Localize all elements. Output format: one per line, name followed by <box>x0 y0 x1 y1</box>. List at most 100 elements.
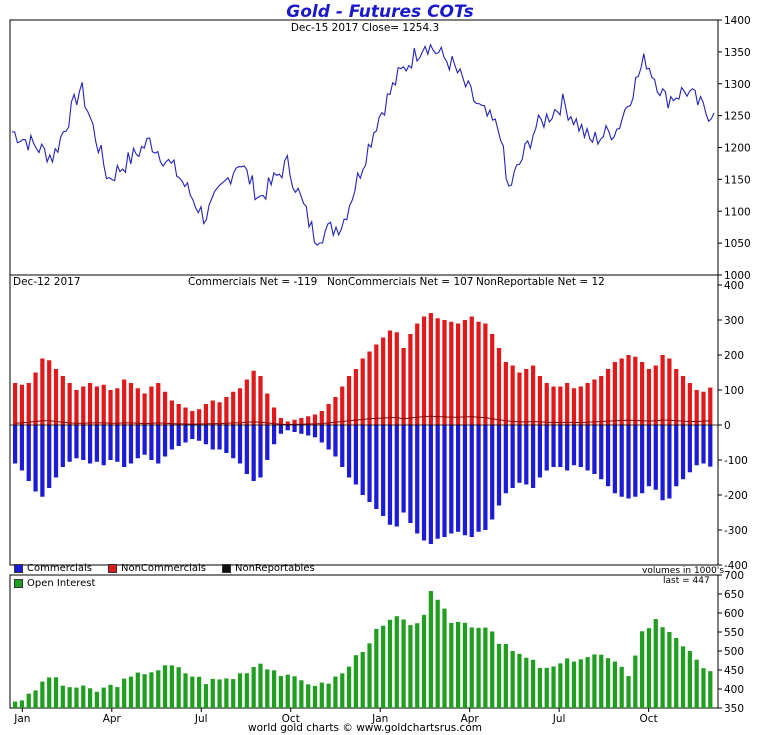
open-interest-bar <box>190 676 195 708</box>
noncommercials-bar <box>633 356 638 425</box>
commercials-bar <box>285 425 290 431</box>
commercials-bar <box>190 425 195 439</box>
noncommercials-bar <box>592 379 597 425</box>
commercials-bar <box>592 425 597 474</box>
noncommercials-bar <box>381 337 386 425</box>
cot-ytick-label: -100 <box>724 455 748 467</box>
legend-noncommercials: NonCommercials <box>108 563 206 574</box>
commercials-bar <box>346 425 352 478</box>
oi-ytick-label: 500 <box>724 646 744 658</box>
open-interest-bar <box>244 673 249 708</box>
x-tick-label: Oct <box>640 713 658 725</box>
noncommercials-bar <box>346 376 352 425</box>
noncommercials-bar <box>94 386 100 425</box>
noncommercials-bar <box>26 383 31 425</box>
open-interest-bar <box>265 669 270 708</box>
legend-open-interest-label: Open Interest <box>27 578 96 589</box>
noncommercials-bar <box>53 369 59 425</box>
noncommercials-bar <box>599 376 604 425</box>
open-interest-bar <box>483 627 488 708</box>
commercials-bar <box>381 425 386 516</box>
open-interest-bar <box>149 672 154 708</box>
open-interest-bar <box>26 693 31 708</box>
noncommercials-bar <box>142 393 147 425</box>
noncommercials-bar <box>605 369 611 425</box>
oi-last-label: last = 447 <box>663 576 710 586</box>
open-interest-bar <box>387 619 393 708</box>
open-interest-bar <box>319 682 324 708</box>
price-ytick-label: 1350 <box>724 47 751 59</box>
noncommercials-bar <box>87 383 93 425</box>
open-interest-bar <box>633 655 638 708</box>
open-interest-bar <box>237 673 243 708</box>
commercials-bar <box>456 425 461 532</box>
open-interest-bar <box>115 687 120 708</box>
noncommercials-bar <box>680 376 686 425</box>
open-interest-bar <box>530 659 536 708</box>
open-interest-bar <box>224 678 229 708</box>
open-interest-bar <box>285 674 290 708</box>
commercials-bar <box>360 425 365 495</box>
commercials-bar <box>394 425 399 527</box>
commercials-bar <box>197 425 202 441</box>
noncommercials-bar <box>442 320 447 425</box>
commercials-bar <box>537 425 543 478</box>
cot-ytick-label: 0 <box>724 420 731 432</box>
open-interest-bar <box>33 690 38 708</box>
open-interest-bar <box>558 663 563 708</box>
open-interest-bar <box>408 625 413 708</box>
commercials-bar <box>183 425 188 443</box>
open-interest-bar <box>674 637 679 708</box>
commercials-bar <box>428 425 433 544</box>
open-interest-bar <box>53 677 59 708</box>
open-interest-bar <box>271 670 277 708</box>
commercials-bar <box>210 425 215 450</box>
commercials-bar <box>421 425 427 541</box>
noncommercials-bar <box>408 334 413 425</box>
legend-noncommercials-label: NonCommercials <box>121 563 206 574</box>
noncommercials-bar <box>530 365 536 425</box>
noncommercials-bar <box>299 418 304 425</box>
noncommercials-bar <box>115 388 120 425</box>
price-ytick-label: 1000 <box>724 270 751 282</box>
noncommercials-bar <box>701 391 706 425</box>
open-interest-bar <box>87 688 93 708</box>
noncommercials-bar <box>421 316 427 425</box>
commercials-bar <box>551 425 556 467</box>
open-interest-bar <box>292 676 297 708</box>
oi-ytick-label: 400 <box>724 684 744 696</box>
open-interest-bar <box>128 676 134 708</box>
commercials-bar <box>387 425 393 525</box>
commercials-bar <box>633 425 638 497</box>
commercials-bar <box>483 425 488 530</box>
commercials-bar <box>524 425 529 485</box>
noncommercials-bar <box>176 404 181 425</box>
noncommercials-bar <box>169 400 174 425</box>
noncommercials-bar <box>101 384 106 425</box>
open-interest-bar <box>94 691 100 708</box>
noncommercials-bar <box>524 369 529 425</box>
open-interest-bar <box>612 661 617 708</box>
open-interest-bar <box>680 646 686 708</box>
noncommercials-bar <box>537 376 543 425</box>
noncommercials-bar <box>149 386 154 425</box>
commercials-bar <box>101 425 106 466</box>
open-interest-bar <box>551 666 556 708</box>
commercials-bar <box>687 425 692 473</box>
cot-ytick-label: -400 <box>724 560 748 572</box>
noncommercials-bar <box>19 384 25 425</box>
legend-open-interest-swatch <box>14 579 23 588</box>
noncommercials-bar <box>626 355 631 425</box>
open-interest-bar <box>258 663 263 708</box>
price-ytick-label: 1250 <box>724 111 751 123</box>
noncommercials-bar <box>244 379 249 425</box>
noncommercials-bar <box>340 386 345 425</box>
open-interest-bar <box>346 666 352 708</box>
open-interest-bar <box>203 684 209 708</box>
noncommercials-bar <box>74 390 79 425</box>
price-ytick-label: 1150 <box>724 174 751 186</box>
open-interest-bar <box>565 658 570 708</box>
noncommercials-bar <box>435 318 440 425</box>
noncommercials-bar <box>456 323 461 425</box>
